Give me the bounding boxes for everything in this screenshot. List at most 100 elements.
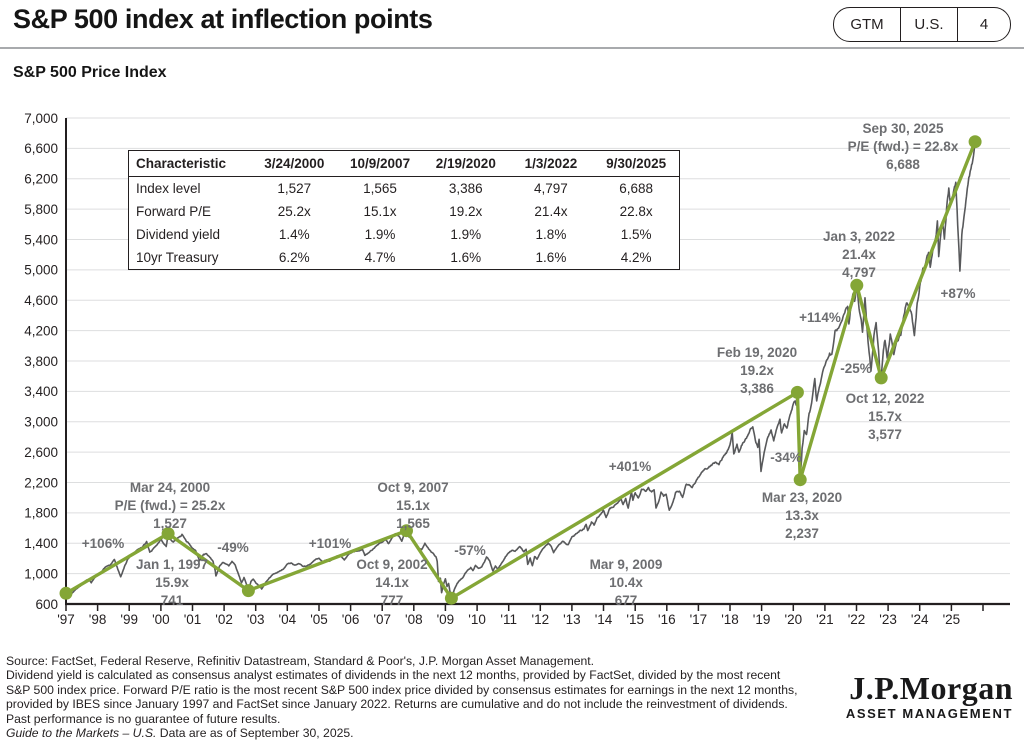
characteristics-table: Characteristic 3/24/2000 10/9/2007 2/19/202… xyxy=(128,150,680,270)
inflection-point-marker xyxy=(59,586,73,600)
table-cell: Index level xyxy=(136,181,201,196)
page-title: S&P 500 index at inflection points xyxy=(13,4,433,34)
svg-text:1,400: 1,400 xyxy=(24,536,58,551)
header-divider xyxy=(0,47,1024,49)
note-line: Dividend yield is calculated as consensu… xyxy=(6,668,781,683)
svg-text:'20: '20 xyxy=(785,612,803,627)
table-cell: 1.8% xyxy=(535,227,567,242)
table-cell: 1.5% xyxy=(620,227,652,242)
column-header: 9/30/2025 xyxy=(593,150,680,177)
table-cell: 22.8x xyxy=(619,204,653,219)
inflection-point-marker xyxy=(874,371,888,385)
svg-text:'14: '14 xyxy=(595,612,613,627)
svg-text:'25: '25 xyxy=(943,612,961,627)
table-row: Dividend yield 1.4% 1.9% 1.9% 1.8% 1.5% xyxy=(129,223,680,246)
badge-page-number: 4 xyxy=(957,8,1010,41)
svg-text:'15: '15 xyxy=(626,612,644,627)
svg-text:3,400: 3,400 xyxy=(24,384,58,399)
svg-text:'02: '02 xyxy=(215,612,233,627)
svg-text:'22: '22 xyxy=(848,612,866,627)
svg-text:'21: '21 xyxy=(816,612,834,627)
table-cell: Dividend yield xyxy=(136,227,221,242)
svg-text:4,600: 4,600 xyxy=(24,293,58,308)
svg-text:600: 600 xyxy=(35,597,58,612)
table-cell: 25.2x xyxy=(277,204,311,219)
svg-text:'00: '00 xyxy=(152,612,170,627)
svg-text:'17: '17 xyxy=(690,612,708,627)
note-line: provided by IBES since January 1997 and … xyxy=(6,697,788,712)
chart-title: S&P 500 Price Index xyxy=(13,64,167,81)
column-header: Characteristic xyxy=(128,150,252,177)
svg-text:'03: '03 xyxy=(247,612,265,627)
inflection-point-marker xyxy=(444,591,458,605)
svg-text:'98: '98 xyxy=(89,612,107,627)
note-line: S&P 500 index price. Forward P/E ratio i… xyxy=(6,682,798,697)
table-cell: 6.2% xyxy=(278,250,310,265)
jpmorgan-logo: J.P.Morgan ASSET MANAGEMENT xyxy=(846,671,1013,722)
svg-text:'07: '07 xyxy=(373,612,391,627)
table-cell: 1,565 xyxy=(363,181,397,196)
svg-text:'04: '04 xyxy=(279,612,297,627)
footnotes: Source: FactSet, Federal Reserve, Refini… xyxy=(6,654,866,740)
svg-text:5,000: 5,000 xyxy=(24,263,58,278)
y-axis-labels: 600 1,000 1,400 1,800 2,200 2,600 3,000 3,400 3,… xyxy=(24,111,58,612)
svg-text:'23: '23 xyxy=(879,612,897,627)
inflection-point-marker xyxy=(793,473,807,487)
inflection-point-marker xyxy=(161,527,175,541)
column-header: 1/3/2022 xyxy=(508,150,594,177)
gtm-data-asof-line: Guide to the Markets – U.S. Data are as … xyxy=(6,726,866,740)
svg-text:1,000: 1,000 xyxy=(24,566,58,581)
inflection-point-marker xyxy=(850,278,864,292)
table-row: 10yr Treasury 6.2% 4.7% 1.6% 1.6% 4.2% xyxy=(129,246,680,270)
svg-text:'16: '16 xyxy=(658,612,676,627)
table-cell: 10yr Treasury xyxy=(136,250,219,265)
svg-text:2,200: 2,200 xyxy=(24,475,58,490)
table-cell: 1.4% xyxy=(278,227,310,242)
column-header: 2/19/2020 xyxy=(422,150,509,177)
svg-text:2,600: 2,600 xyxy=(24,445,58,460)
svg-text:'11: '11 xyxy=(500,612,517,627)
table-cell: 4.2% xyxy=(620,250,652,265)
svg-text:'06: '06 xyxy=(342,612,360,627)
svg-text:6,600: 6,600 xyxy=(24,141,58,156)
inflection-trend-line xyxy=(65,141,977,600)
svg-text:1,800: 1,800 xyxy=(24,506,58,521)
svg-text:6,200: 6,200 xyxy=(24,172,58,187)
svg-text:'97: '97 xyxy=(57,612,75,627)
table-cell: 1.6% xyxy=(535,250,567,265)
table-cell: 15.1x xyxy=(363,204,397,219)
table-cell: 1.6% xyxy=(450,250,482,265)
inflection-point-marker xyxy=(400,524,413,538)
svg-text:'05: '05 xyxy=(310,612,328,627)
gtm-page-badge: GTM U.S. 4 xyxy=(833,7,1011,42)
svg-text:5,800: 5,800 xyxy=(24,202,58,217)
inflection-point-marker xyxy=(968,135,982,149)
svg-text:'24: '24 xyxy=(911,612,929,627)
svg-text:'99: '99 xyxy=(120,612,138,627)
table-cell: 1.9% xyxy=(450,227,482,242)
jpmorgan-wordmark: J.P.Morgan xyxy=(849,670,1013,706)
table-row: Forward P/E 25.2x 15.1x 19.2x 21.4x 22.8x xyxy=(129,200,680,223)
table-cell: 4,797 xyxy=(534,181,568,196)
characteristics-table-body: Index level 1,527 1,565 3,386 4,797 6,688 Forw… xyxy=(129,177,680,270)
source-line: Source: FactSet, Federal Reserve, Refini… xyxy=(6,654,595,668)
table-cell: 4.7% xyxy=(364,250,396,265)
svg-text:'13: '13 xyxy=(563,612,581,627)
table-cell: 1,527 xyxy=(277,181,312,196)
axes xyxy=(65,118,1010,606)
svg-text:'10: '10 xyxy=(468,612,486,627)
svg-text:7,000: 7,000 xyxy=(24,111,58,126)
svg-text:3,000: 3,000 xyxy=(24,415,58,430)
inflection-point-markers xyxy=(59,135,982,605)
svg-text:4,200: 4,200 xyxy=(24,323,58,338)
x-axis-ticks: '97 '98 '99 '00 '01 '02 '03 '04 '05 '06 '07 '08 '09 '… xyxy=(57,604,984,627)
svg-text:'08: '08 xyxy=(405,612,423,627)
inflection-point-marker xyxy=(241,584,255,598)
svg-text:'01: '01 xyxy=(184,612,202,627)
table-cell: Forward P/E xyxy=(136,204,212,219)
characteristics-table-header: Characteristic 3/24/2000 10/9/2007 2/19/202… xyxy=(128,150,680,177)
column-header: 3/24/2000 xyxy=(251,150,338,177)
svg-text:5,400: 5,400 xyxy=(24,232,58,247)
